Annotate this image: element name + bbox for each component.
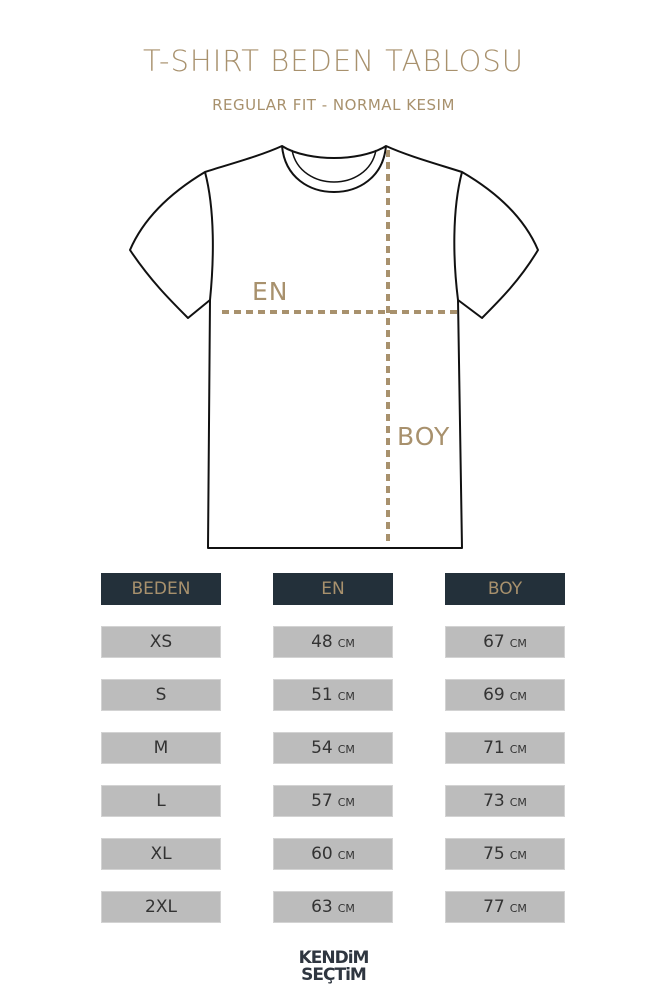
boy-cell: 71 CM <box>445 732 565 764</box>
size-cell: L <box>101 785 221 817</box>
size-cell: XL <box>101 838 221 870</box>
en-cell: 48 CM <box>273 626 393 658</box>
unit-label: CM <box>337 690 355 703</box>
header-en: EN <box>273 573 393 605</box>
boy-cell: 67 CM <box>445 626 565 658</box>
en-cell: 54 CM <box>273 732 393 764</box>
unit-label: CM <box>337 796 355 809</box>
page-title: T-SHIRT BEDEN TABLOSU <box>142 44 524 78</box>
cell-value: M <box>153 738 169 758</box>
unit-label: CM <box>509 743 527 756</box>
unit-label: CM <box>509 849 527 862</box>
unit-label: CM <box>509 902 527 915</box>
en-cell: 57 CM <box>273 785 393 817</box>
cell-value: 51 <box>311 685 333 705</box>
cell-value: 60 <box>311 844 333 864</box>
boy-cell: 69 CM <box>445 679 565 711</box>
width-label: EN <box>252 277 289 306</box>
tshirt-diagram <box>129 145 539 549</box>
logo-line1: KENDiM <box>298 948 370 968</box>
page-subtitle: REGULAR FIT - NORMAL KESIM <box>212 96 455 114</box>
size-cell: XS <box>101 626 221 658</box>
cell-value: 67 <box>483 632 505 652</box>
length-label: BOY <box>397 422 451 451</box>
cell-value: XL <box>150 844 172 864</box>
size-cell: 2XL <box>101 891 221 923</box>
size-cell: M <box>101 732 221 764</box>
unit-label: CM <box>509 796 527 809</box>
cell-value: 48 <box>311 632 333 652</box>
boy-cell: 77 CM <box>445 891 565 923</box>
cell-value: 75 <box>483 844 505 864</box>
logo-line2: SEÇTiM <box>301 965 367 985</box>
cell-value: 69 <box>483 685 505 705</box>
collar-inner <box>291 149 377 183</box>
sleeve-seam-right <box>453 171 463 301</box>
tshirt-outline <box>129 145 539 549</box>
sleeve-seam-left <box>204 171 214 301</box>
header-boy: BOY <box>445 573 565 605</box>
cell-value: S <box>155 685 167 705</box>
cell-value: 57 <box>311 791 333 811</box>
brand-logo: KENDiM SEÇTiM <box>0 950 667 984</box>
unit-label: CM <box>509 637 527 650</box>
en-cell: 60 CM <box>273 838 393 870</box>
unit-label: CM <box>337 849 355 862</box>
en-cell: 63 CM <box>273 891 393 923</box>
unit-label: CM <box>509 690 527 703</box>
collar <box>281 145 387 194</box>
cell-value: 71 <box>483 738 505 758</box>
cell-value: 77 <box>483 897 505 917</box>
unit-label: CM <box>337 743 355 756</box>
en-cell: 51 CM <box>273 679 393 711</box>
boy-cell: 75 CM <box>445 838 565 870</box>
cell-value: 63 <box>311 897 333 917</box>
header-beden: BEDEN <box>101 573 221 605</box>
size-cell: S <box>101 679 221 711</box>
boy-cell: 73 CM <box>445 785 565 817</box>
cell-value: XS <box>149 632 173 652</box>
cell-value: 54 <box>311 738 333 758</box>
cell-value: 2XL <box>145 897 177 917</box>
unit-label: CM <box>337 902 355 915</box>
cell-value: L <box>156 791 166 811</box>
cell-value: 73 <box>483 791 505 811</box>
unit-label: CM <box>337 637 355 650</box>
